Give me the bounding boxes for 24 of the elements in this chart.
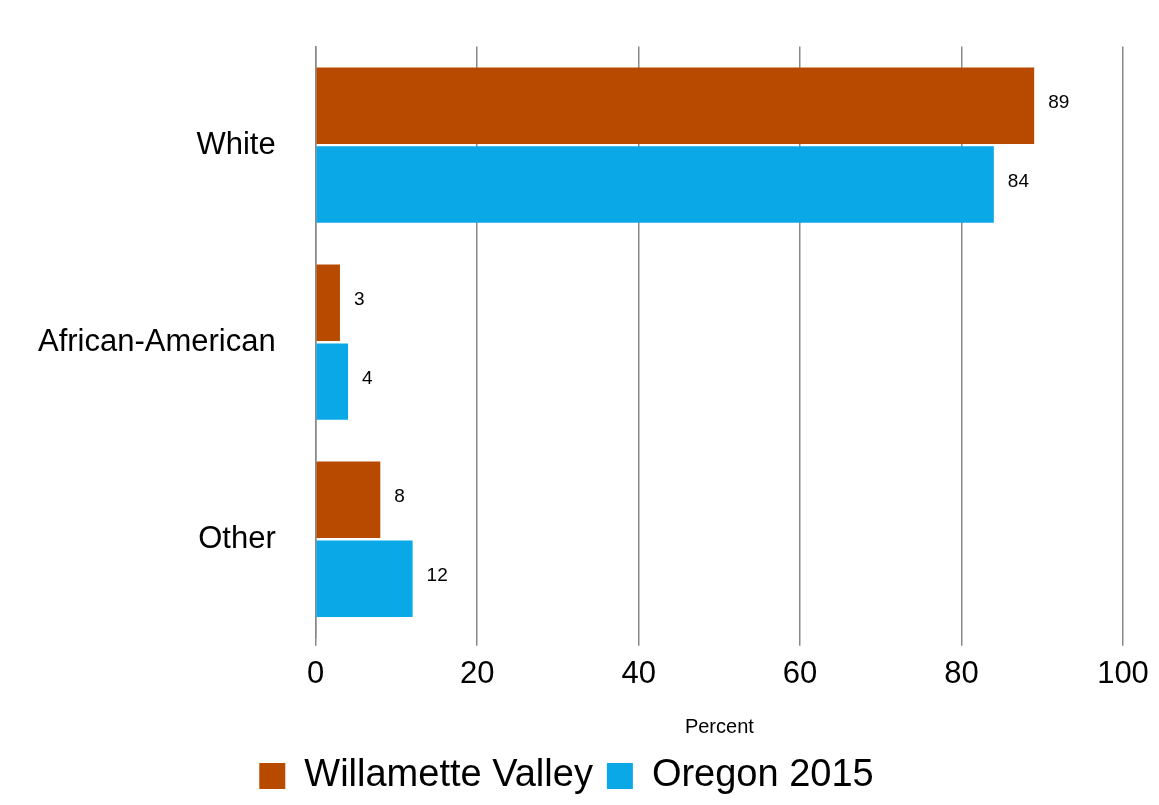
x-tick-label: 40: [621, 654, 656, 690]
data-label: 8: [394, 485, 405, 507]
y-tick-label: Other: [198, 519, 276, 555]
y-tick-label: White: [196, 125, 276, 161]
bar: [316, 146, 994, 223]
bar: [316, 461, 381, 539]
x-tick-label: 20: [459, 654, 495, 690]
bar: [316, 67, 1035, 144]
data-label: 89: [1048, 90, 1070, 112]
x-tick-label: 100: [1097, 654, 1149, 690]
x-tick-label: 0: [307, 654, 325, 690]
x-axis-title: Percent: [684, 714, 755, 737]
data-label: 3: [353, 288, 365, 310]
data-label: 4: [362, 366, 374, 388]
legend-label: Oregon 2015: [651, 752, 874, 795]
bar: [316, 343, 349, 420]
bar: [316, 540, 413, 617]
legend-label: Willamette Valley: [304, 752, 593, 795]
y-tick-label: African-American: [37, 322, 276, 358]
data-label: 12: [426, 563, 448, 585]
x-tick-label: 80: [944, 654, 979, 690]
x-tick-label: 60: [782, 654, 818, 690]
data-label: 84: [1007, 169, 1030, 191]
bar: [316, 264, 340, 342]
